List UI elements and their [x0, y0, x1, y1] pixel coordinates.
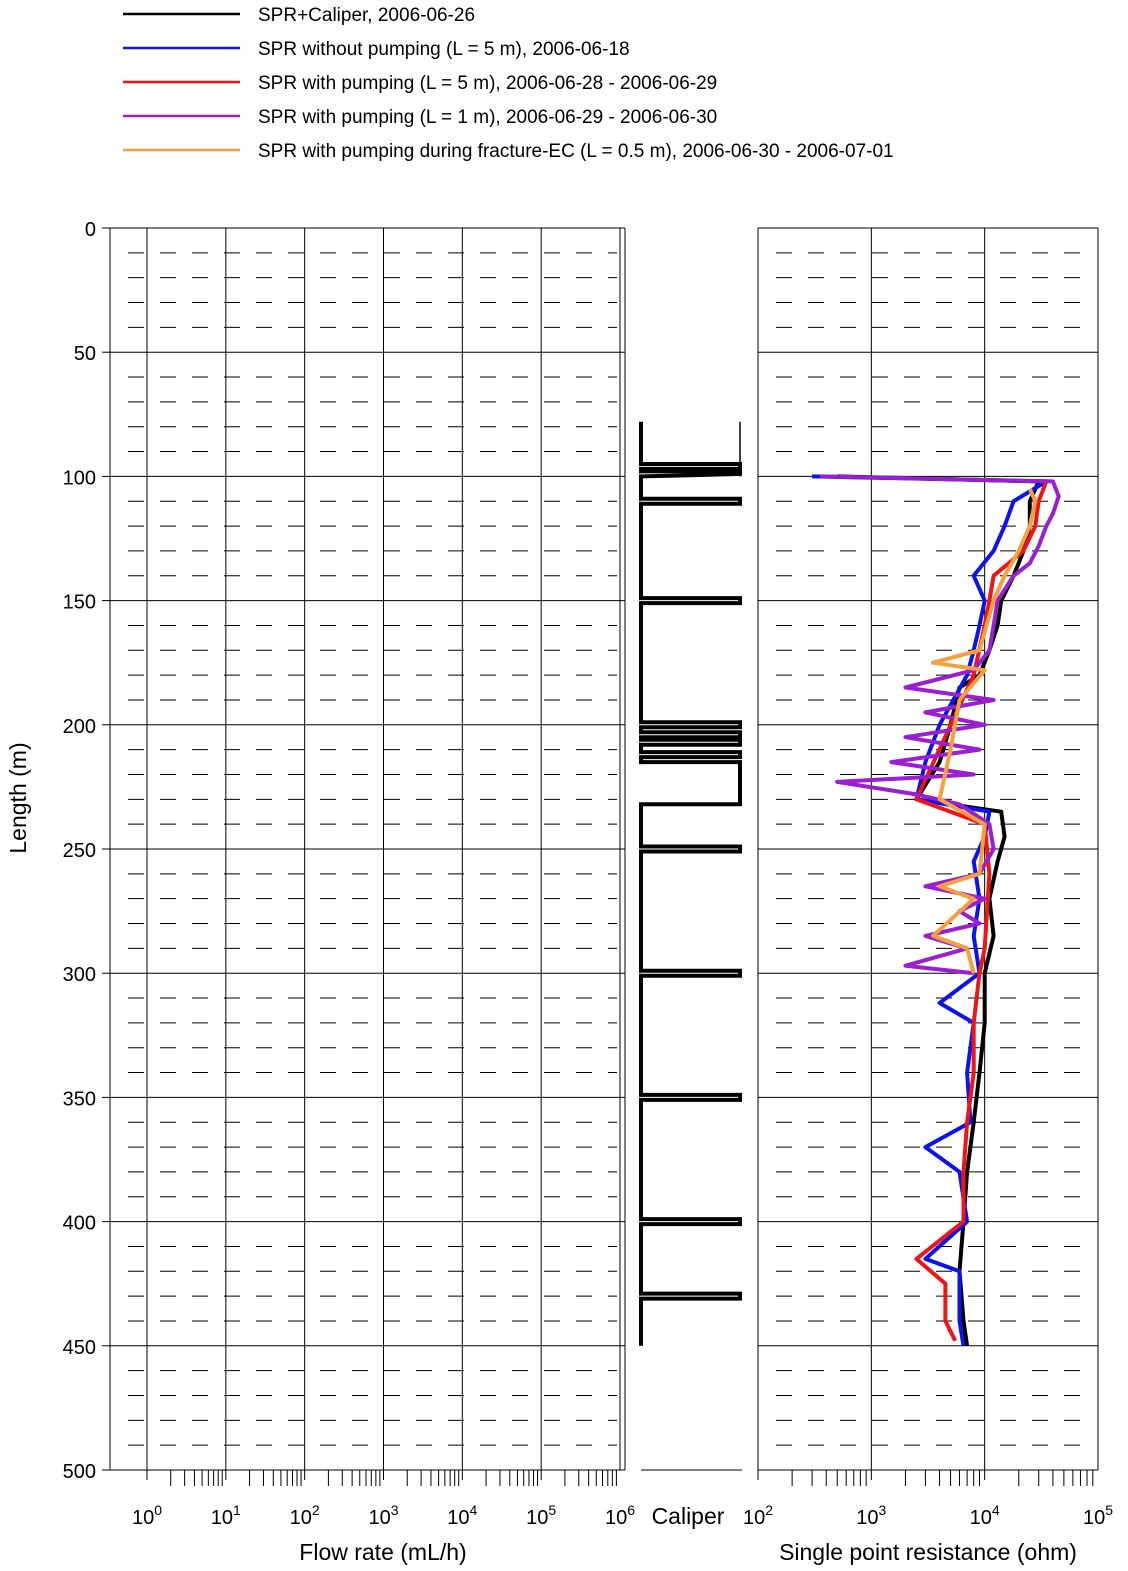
y-axis-label: Length (m) — [5, 742, 31, 853]
flow-tick-label: 101 — [211, 1502, 241, 1529]
flow-tick-label: 103 — [368, 1502, 398, 1529]
spr-tick-label: 103 — [856, 1502, 886, 1529]
legend-label-0: SPR+Caliper, 2006-06-26 — [258, 5, 475, 26]
spr-tick-label: 105 — [1083, 1502, 1113, 1529]
spr-series-group — [812, 474, 1061, 1347]
spr-series-0 — [837, 474, 1041, 1347]
y-tick-label: 100 — [63, 467, 96, 489]
axes: 0 50 100 150 200 250 300 350 400 450 500 100 101 102 1… — [63, 219, 1114, 1529]
spr-series-1 — [812, 474, 1049, 1347]
spr-tick-label: 104 — [970, 1502, 1000, 1529]
flow-tick-label: 102 — [290, 1502, 320, 1529]
y-tick-label: 250 — [63, 840, 96, 862]
spr-series-4 — [931, 487, 1038, 974]
spr-series-2 — [914, 480, 1049, 1342]
spr-tick-label: 102 — [743, 1502, 773, 1529]
caliper-track — [639, 421, 742, 1471]
y-tick-label: 0 — [85, 219, 96, 241]
caliper-label: Caliper — [652, 1503, 725, 1529]
legend-label-3: SPR with pumping (L = 1 m), 2006-06-29 -… — [258, 107, 717, 128]
flow-x-axis-label: Flow rate (mL/h) — [299, 1539, 466, 1565]
y-tick-label: 200 — [63, 716, 96, 738]
caliper-line — [639, 421, 742, 1346]
spr-series-3 — [819, 474, 1061, 976]
spr-panel-grid — [757, 227, 1099, 1486]
legend-label-2: SPR with pumping (L = 5 m), 2006-06-28 -… — [258, 73, 717, 94]
y-tick-label: 300 — [63, 964, 96, 986]
flow-tick-label: 105 — [526, 1502, 556, 1529]
legend: SPR+Caliper, 2006-06-26 SPR without pumpi… — [123, 5, 894, 162]
flow-tick-label: 106 — [605, 1502, 635, 1529]
spr-x-axis-label: Single point resistance (ohm) — [779, 1539, 1077, 1565]
y-tick-label: 400 — [63, 1213, 96, 1235]
flow-tick-label: 100 — [132, 1502, 162, 1529]
y-tick-label: 150 — [63, 592, 96, 614]
flow-tick-label: 104 — [447, 1502, 477, 1529]
y-tick-label: 350 — [63, 1088, 96, 1110]
flow-panel-grid — [109, 227, 626, 1486]
legend-label-4: SPR with pumping during fracture-EC (L =… — [258, 141, 894, 162]
y-tick-label: 500 — [63, 1461, 96, 1483]
y-tick-label: 450 — [63, 1337, 96, 1359]
legend-label-1: SPR without pumping (L = 5 m), 2006-06-1… — [258, 39, 630, 60]
y-tick-label: 50 — [74, 343, 96, 365]
